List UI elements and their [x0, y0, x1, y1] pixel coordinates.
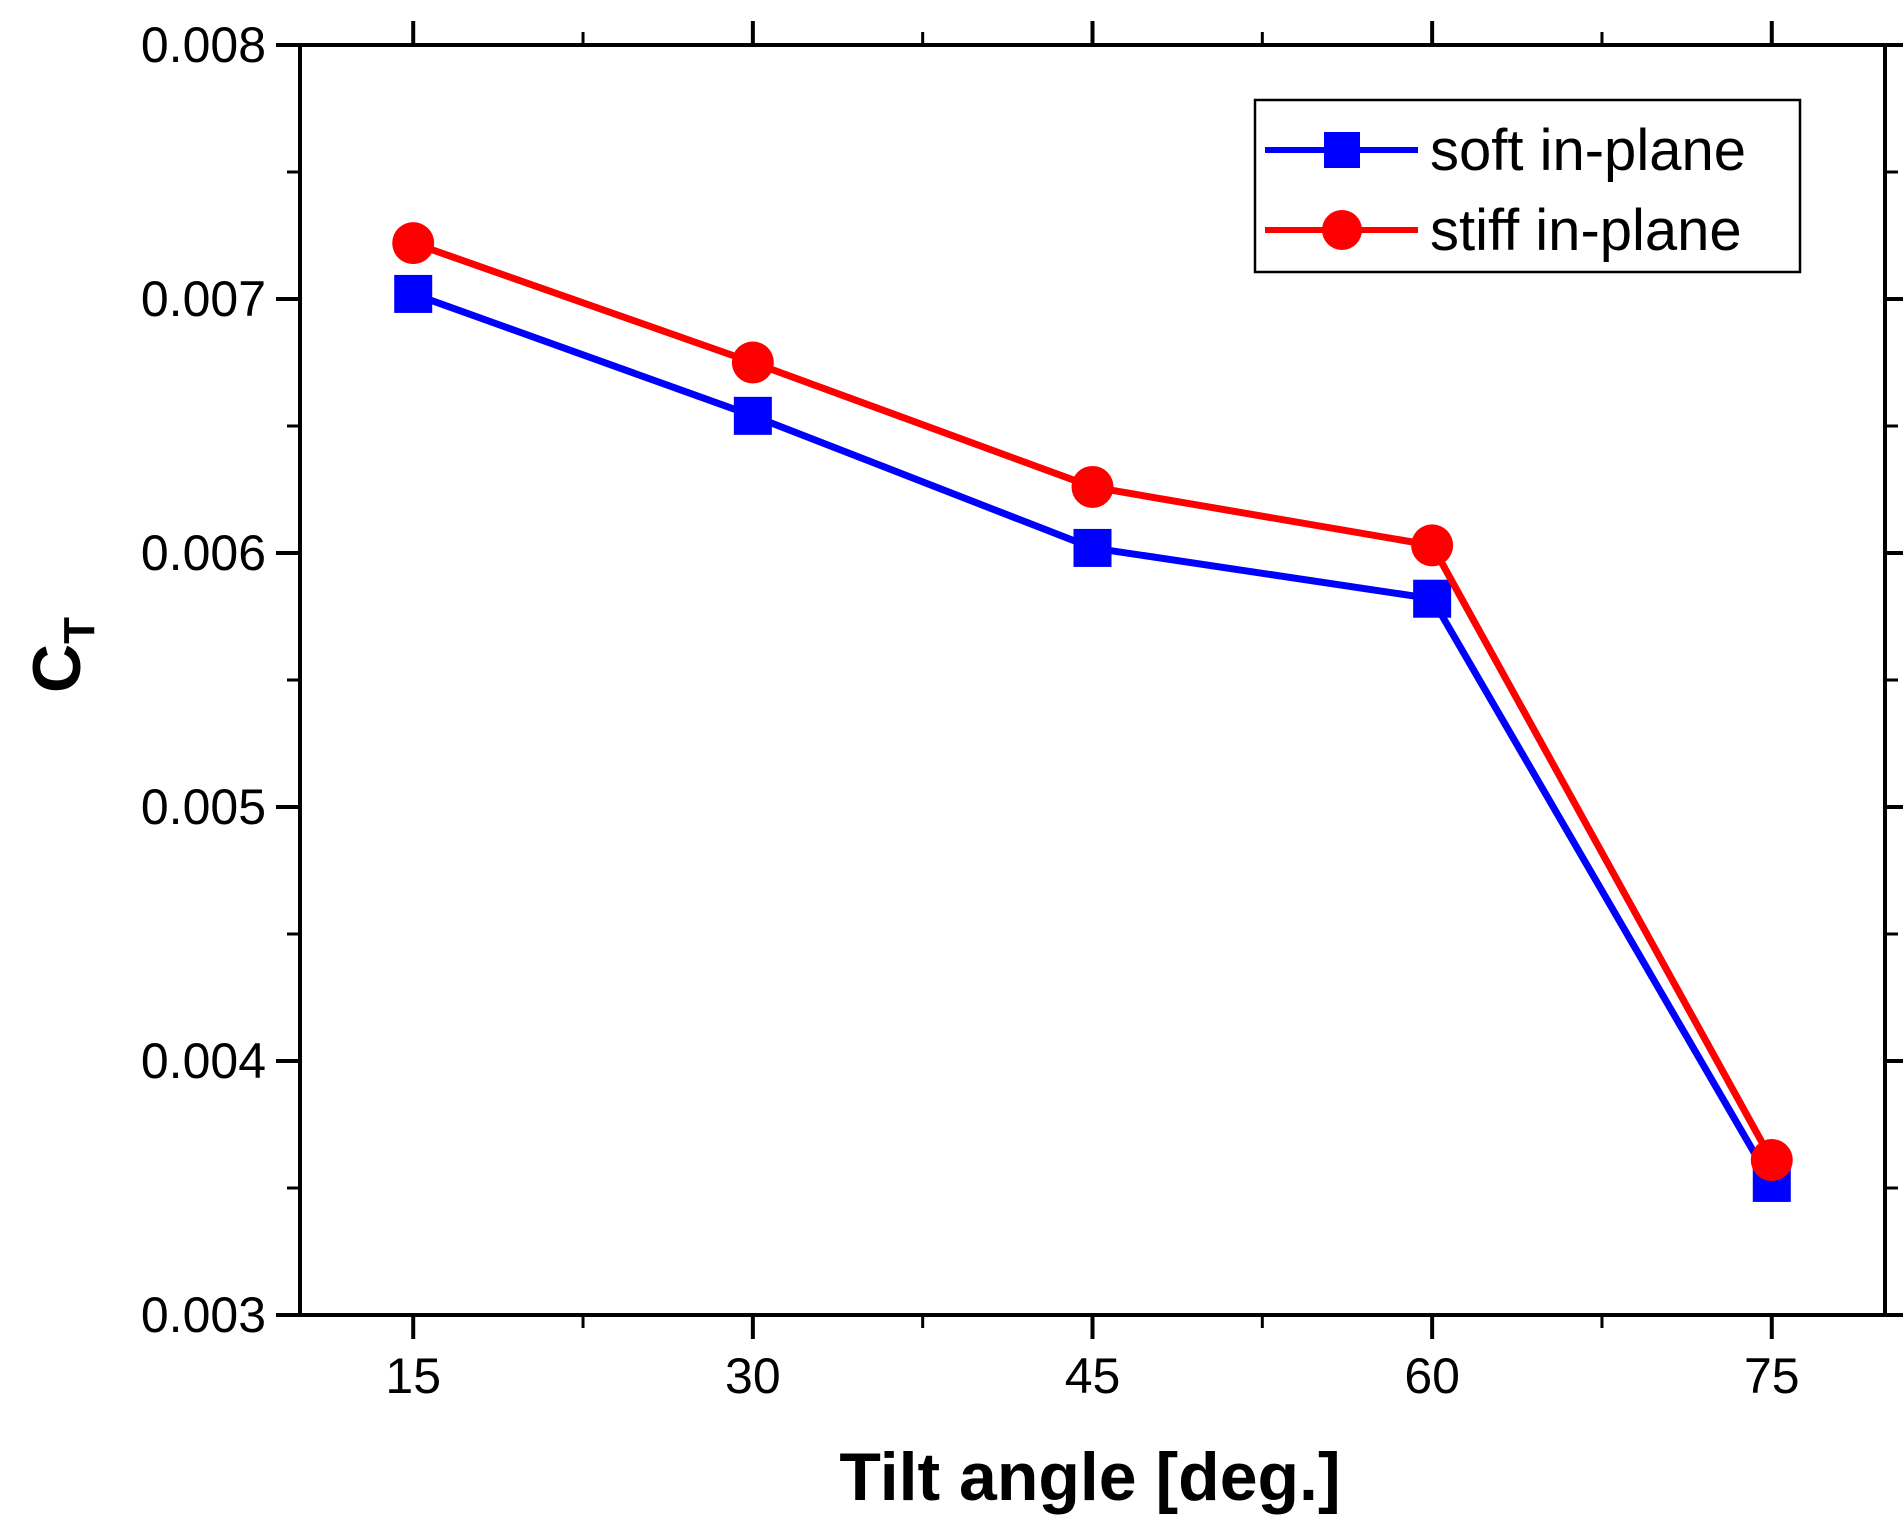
- data-point-soft-in-plane: [733, 396, 772, 435]
- y-axis-title: CT: [19, 617, 104, 693]
- minor-ticks: [287, 32, 1898, 1328]
- legend-label-soft: soft in-plane: [1430, 118, 1746, 183]
- y-axis-title-main: C: [19, 644, 95, 693]
- x-tick-label: 30: [725, 1348, 781, 1404]
- data-point-stiff-in-plane: [1750, 1139, 1793, 1182]
- y-tick-label: 0.006: [141, 525, 266, 581]
- series-layer: [392, 222, 1793, 1202]
- y-tick-label: 0.003: [141, 1287, 266, 1343]
- legend-label-stiff: stiff in-plane: [1430, 198, 1742, 263]
- x-tick-label: 60: [1404, 1348, 1460, 1404]
- y-axis: 0.003 0.004 0.005 0.006 0.007 0.008: [141, 17, 1903, 1343]
- y-tick-label: 0.007: [141, 271, 266, 327]
- svg-text:CT: CT: [19, 617, 104, 693]
- legend-marker-stiff: [1322, 210, 1362, 250]
- x-tick-label: 75: [1744, 1348, 1800, 1404]
- legend-marker-soft: [1324, 132, 1360, 168]
- y-axis-title-subscript: T: [55, 617, 104, 644]
- legend: soft in-plane stiff in-plane: [1253, 98, 1802, 274]
- x-axis-title: Tilt angle [deg.]: [839, 1439, 1340, 1515]
- data-point-stiff-in-plane: [392, 222, 435, 265]
- data-point-soft-in-plane: [1073, 528, 1112, 567]
- y-tick-label: 0.008: [141, 17, 266, 73]
- x-tick-label: 45: [1065, 1348, 1121, 1404]
- data-point-stiff-in-plane: [1071, 465, 1114, 508]
- y-tick-label: 0.005: [141, 779, 266, 835]
- x-axis: 15 30 45 60 75: [385, 21, 1800, 1404]
- data-point-soft-in-plane: [394, 274, 433, 313]
- x-tick-label: 15: [385, 1348, 441, 1404]
- data-point-stiff-in-plane: [731, 341, 774, 384]
- data-point-stiff-in-plane: [1411, 524, 1454, 567]
- data-point-soft-in-plane: [1413, 579, 1452, 618]
- y-tick-label: 0.004: [141, 1033, 266, 1089]
